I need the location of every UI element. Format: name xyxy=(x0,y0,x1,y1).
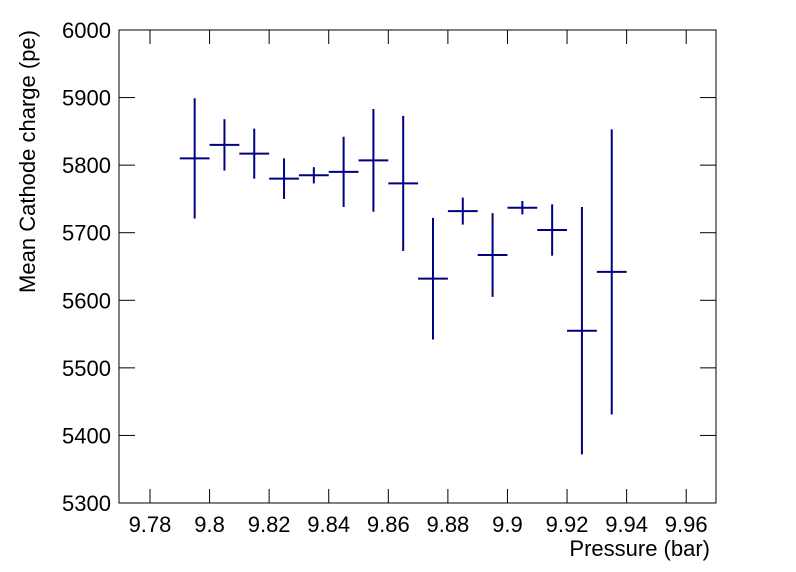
y-tick-label: 5400 xyxy=(62,423,111,448)
x-tick-label: 9.78 xyxy=(129,512,172,537)
x-tick-label: 9.86 xyxy=(367,512,410,537)
x-tick-label: 9.84 xyxy=(307,512,350,537)
x-axis-label: Pressure (bar) xyxy=(569,536,710,561)
y-tick-label: 5700 xyxy=(62,221,111,246)
y-tick-label: 5800 xyxy=(62,153,111,178)
y-tick-label: 6000 xyxy=(62,18,111,43)
x-tick-label: 9.88 xyxy=(426,512,469,537)
x-tick-label: 9.9 xyxy=(492,512,523,537)
y-axis-label: Mean Cathode charge (pe) xyxy=(15,30,40,293)
x-tick-label: 9.8 xyxy=(194,512,225,537)
x-tick-label: 9.82 xyxy=(248,512,291,537)
x-tick-label: 9.96 xyxy=(665,512,708,537)
y-tick-label: 5600 xyxy=(62,288,111,313)
y-tick-label: 5500 xyxy=(62,356,111,381)
x-tick-label: 9.94 xyxy=(605,512,648,537)
x-tick-label: 9.92 xyxy=(546,512,589,537)
plot-frame xyxy=(118,29,717,504)
y-tick-label: 5300 xyxy=(62,491,111,516)
y-tick-label: 5900 xyxy=(62,86,111,111)
